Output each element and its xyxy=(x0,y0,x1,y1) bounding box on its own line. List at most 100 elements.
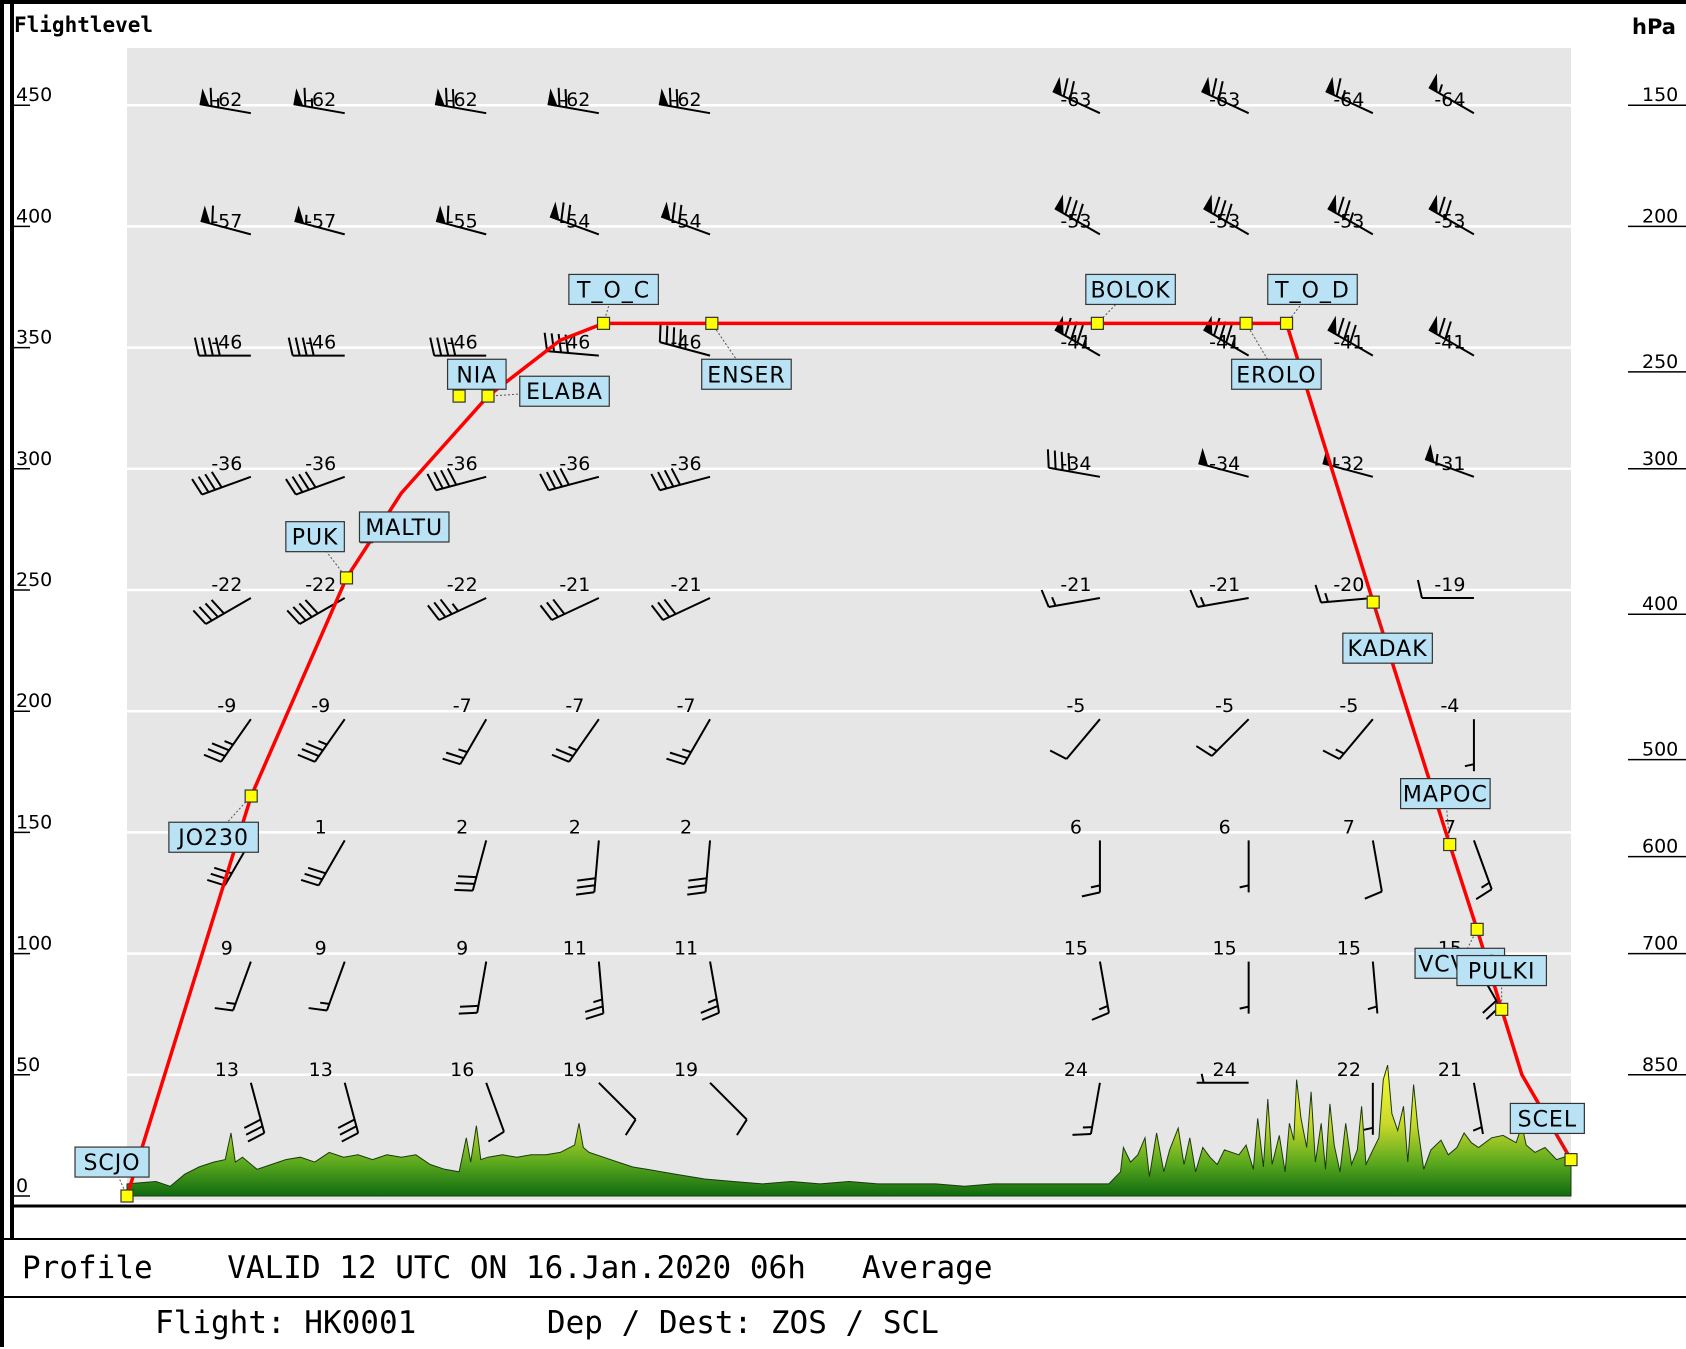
pressure-tick-label: 700 xyxy=(1642,933,1678,955)
temperature-label: -36 xyxy=(305,453,336,475)
temperature-label: -21 xyxy=(671,574,702,596)
waypoint-marker xyxy=(1240,317,1252,329)
temperature-label: -22 xyxy=(305,574,336,596)
temperature-label: -9 xyxy=(311,695,330,717)
waypoint-marker xyxy=(706,317,718,329)
temperature-label: 13 xyxy=(309,1059,333,1081)
temperature-label: 21 xyxy=(1438,1059,1462,1081)
temperature-label: 24 xyxy=(1213,1059,1237,1081)
waypoint-label: T_O_C xyxy=(576,278,650,303)
wind-barb-feather xyxy=(1048,449,1049,467)
waypoint-marker xyxy=(1367,596,1379,608)
temperature-label: -41 xyxy=(1060,332,1091,354)
wind-barb-feather xyxy=(660,324,661,342)
temperature-label: -36 xyxy=(671,453,702,475)
temperature-label: -46 xyxy=(211,332,242,354)
temperature-label: -19 xyxy=(1434,574,1465,596)
footer-flight-text: Flight: HK0001 Dep / Dest: ZOS / SCL xyxy=(155,1305,939,1341)
temperature-label: -5 xyxy=(1066,695,1085,717)
temperature-label: 24 xyxy=(1064,1059,1088,1081)
y-tick-label: 350 xyxy=(16,327,52,349)
wind-barb-feather xyxy=(1055,451,1056,469)
temperature-label: 7 xyxy=(1343,816,1355,838)
waypoint-marker xyxy=(1444,839,1456,851)
temperature-label: -46 xyxy=(447,332,478,354)
temperature-label: -34 xyxy=(1209,453,1240,475)
pressure-tick-label: 300 xyxy=(1642,448,1678,470)
temperature-label: -34 xyxy=(1060,453,1091,475)
temperature-label: -54 xyxy=(559,210,590,232)
waypoint-label: T_O_D xyxy=(1274,278,1350,303)
temperature-label: -64 xyxy=(1333,89,1364,111)
pressure-tick-label: 850 xyxy=(1642,1054,1678,1076)
waypoint-marker xyxy=(340,572,352,584)
temperature-label: -22 xyxy=(211,574,242,596)
temperature-label: -7 xyxy=(453,695,472,717)
temperature-label: 15 xyxy=(1064,938,1088,960)
temperature-label: -5 xyxy=(1215,695,1234,717)
waypoint-label: MALTU xyxy=(365,516,443,541)
temperature-label: -62 xyxy=(559,89,590,111)
temperature-label: 1 xyxy=(315,816,327,838)
waypoint-label: KADAK xyxy=(1348,637,1428,662)
temperature-label: -21 xyxy=(1209,574,1240,596)
y-tick-label: 300 xyxy=(16,448,52,470)
temperature-label: -55 xyxy=(447,210,478,232)
temperature-label: 13 xyxy=(215,1059,239,1081)
waypoint-label: NIA xyxy=(456,363,497,388)
temperature-label: -57 xyxy=(305,210,336,232)
wind-barb-feather xyxy=(454,890,472,891)
wind-barb-half-feather xyxy=(226,1003,235,1004)
wind-barb-feather xyxy=(459,1013,477,1014)
temperature-label: -53 xyxy=(1060,210,1091,232)
temperature-label: -64 xyxy=(1434,89,1465,111)
temperature-label: -9 xyxy=(217,695,236,717)
temperature-label: 11 xyxy=(563,938,587,960)
temperature-label: -46 xyxy=(305,332,336,354)
waypoint-label: SCJO xyxy=(83,1151,140,1176)
y-tick-label: 450 xyxy=(16,84,52,106)
temperature-label: -53 xyxy=(1434,210,1465,232)
y-tick-label: 200 xyxy=(16,690,52,712)
waypoint-marker xyxy=(1496,1003,1508,1015)
temperature-label: 6 xyxy=(1219,816,1231,838)
waypoint-label: PULKI xyxy=(1468,960,1536,985)
waypoint-marker xyxy=(482,390,494,402)
wind-barb-feather xyxy=(458,876,476,877)
temperature-label: -54 xyxy=(671,210,702,232)
temperature-label: -7 xyxy=(677,695,696,717)
footer-validity-row: Profile VALID 12 UTC ON 16.Jan.2020 06h … xyxy=(0,1238,1686,1298)
temperature-label: 9 xyxy=(456,938,468,960)
y-tick-label: 250 xyxy=(16,569,52,591)
temperature-label: 11 xyxy=(674,938,698,960)
wind-barb-feather xyxy=(456,883,474,884)
temperature-label: 15 xyxy=(1337,938,1361,960)
temperature-label: -46 xyxy=(671,332,702,354)
temperature-label: 22 xyxy=(1337,1059,1361,1081)
temperature-label: -57 xyxy=(211,210,242,232)
y-tick-label: 100 xyxy=(16,933,52,955)
temperature-label: 19 xyxy=(563,1059,587,1081)
temperature-label: -63 xyxy=(1060,89,1091,111)
y-tick-label: 50 xyxy=(16,1054,40,1076)
pressure-tick-label: 200 xyxy=(1642,205,1678,227)
temperature-label: -4 xyxy=(1440,695,1459,717)
waypoint-label: PUK xyxy=(292,526,339,551)
temperature-label: 9 xyxy=(221,938,233,960)
temperature-label: 2 xyxy=(456,816,468,838)
temperature-label: -7 xyxy=(565,695,584,717)
waypoint-label: MAPOC xyxy=(1403,783,1488,808)
temperature-label: -62 xyxy=(305,89,336,111)
temperature-label: -41 xyxy=(1209,332,1240,354)
temperature-label: -22 xyxy=(447,574,478,596)
waypoint-marker xyxy=(1091,317,1103,329)
temperature-label: -53 xyxy=(1209,210,1240,232)
wind-barb-feather xyxy=(1072,1134,1090,1135)
waypoint-marker xyxy=(598,317,610,329)
temperature-label: -32 xyxy=(1333,453,1364,475)
temperature-label: -36 xyxy=(559,453,590,475)
temperature-label: 15 xyxy=(1213,938,1237,960)
pressure-tick-label: 400 xyxy=(1642,593,1678,615)
right-axis-label: hPa xyxy=(1632,15,1676,39)
wind-barb-feather xyxy=(460,1006,478,1007)
